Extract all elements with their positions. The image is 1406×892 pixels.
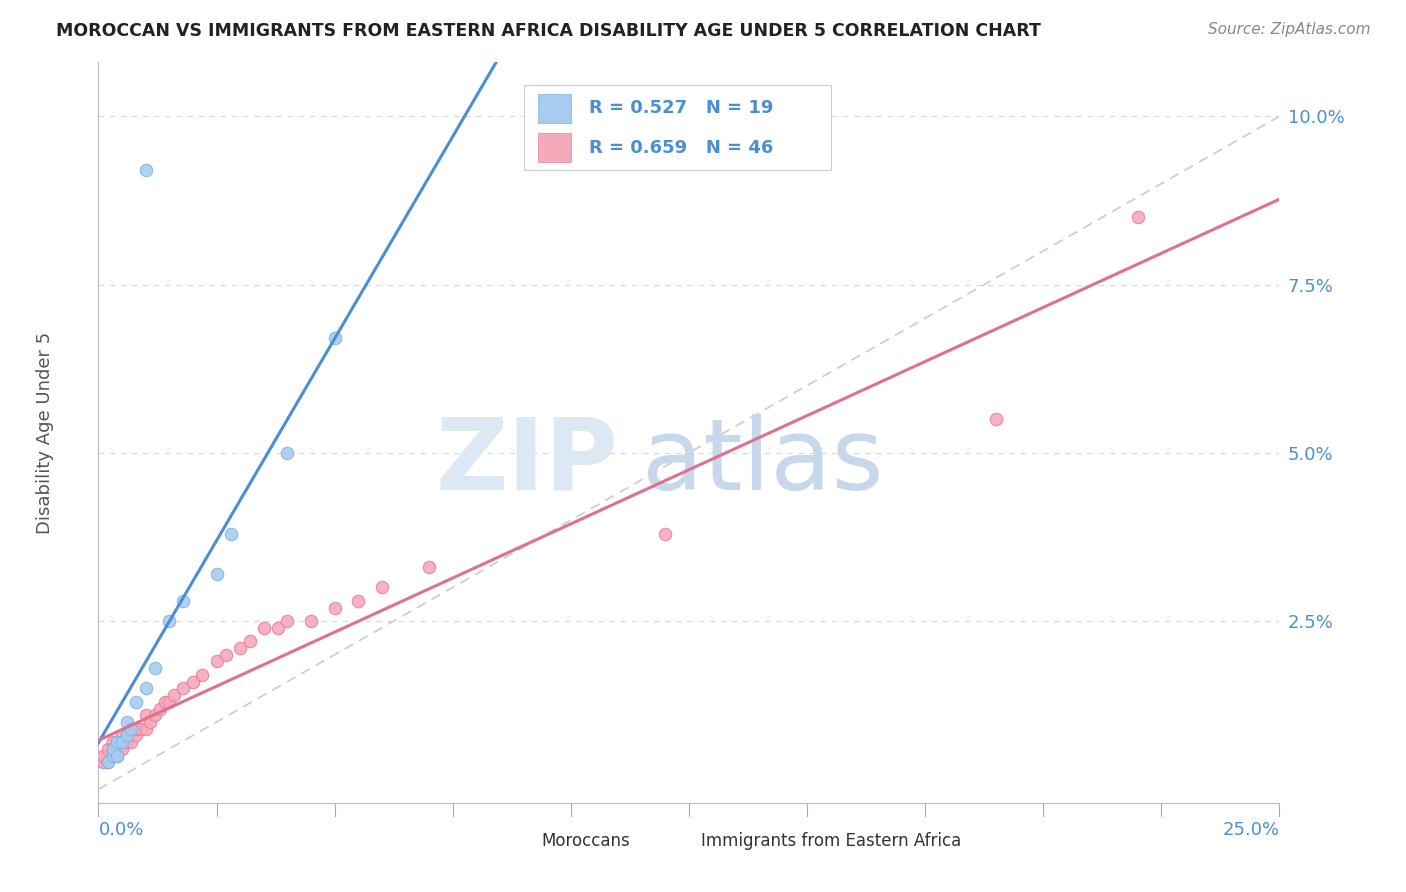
Point bbox=[125, 722, 148, 736]
Point bbox=[418, 560, 440, 574]
Point bbox=[105, 742, 128, 756]
Text: 25.0%: 25.0% bbox=[1222, 822, 1279, 839]
Point bbox=[111, 735, 134, 749]
Point bbox=[97, 742, 120, 756]
Point bbox=[267, 621, 290, 635]
Point bbox=[229, 640, 252, 655]
Bar bbox=[659, 830, 689, 853]
Point bbox=[157, 614, 180, 628]
Text: MOROCCAN VS IMMIGRANTS FROM EASTERN AFRICA DISABILITY AGE UNDER 5 CORRELATION CH: MOROCCAN VS IMMIGRANTS FROM EASTERN AFRI… bbox=[56, 22, 1040, 40]
Text: ZIP: ZIP bbox=[436, 414, 619, 511]
Point bbox=[153, 695, 176, 709]
Point bbox=[121, 735, 143, 749]
Text: 0.0%: 0.0% bbox=[98, 822, 143, 839]
Point bbox=[121, 722, 143, 736]
Text: Moroccans: Moroccans bbox=[541, 832, 630, 850]
Text: R = 0.659   N = 46: R = 0.659 N = 46 bbox=[589, 138, 773, 157]
Point bbox=[115, 729, 138, 743]
Point bbox=[181, 674, 204, 689]
Point bbox=[115, 735, 138, 749]
Point bbox=[1126, 211, 1149, 225]
Point bbox=[91, 748, 114, 763]
Point bbox=[984, 412, 1007, 426]
Point bbox=[299, 614, 322, 628]
Point bbox=[125, 729, 148, 743]
Point bbox=[276, 614, 298, 628]
Point bbox=[143, 661, 166, 675]
Point bbox=[219, 526, 242, 541]
Point bbox=[91, 756, 114, 770]
Point bbox=[101, 742, 124, 756]
Point bbox=[105, 735, 128, 749]
Point bbox=[135, 722, 157, 736]
Point bbox=[115, 729, 138, 743]
Point bbox=[97, 756, 120, 770]
Point bbox=[215, 648, 238, 662]
Point bbox=[323, 600, 346, 615]
Point bbox=[149, 701, 172, 715]
Point bbox=[97, 756, 120, 770]
Point bbox=[163, 688, 186, 702]
Bar bbox=[537, 94, 571, 123]
Point bbox=[205, 566, 228, 581]
Point bbox=[139, 714, 162, 729]
FancyBboxPatch shape bbox=[523, 85, 831, 169]
Point bbox=[125, 695, 148, 709]
Bar bbox=[537, 133, 571, 162]
Point bbox=[105, 748, 128, 763]
Point bbox=[135, 163, 157, 178]
Point bbox=[205, 655, 228, 669]
Point bbox=[172, 594, 194, 608]
Point bbox=[239, 634, 262, 648]
Point bbox=[323, 331, 346, 345]
Text: R = 0.527   N = 19: R = 0.527 N = 19 bbox=[589, 99, 773, 118]
Point bbox=[143, 708, 166, 723]
Point bbox=[111, 735, 134, 749]
Point bbox=[172, 681, 194, 696]
Point bbox=[253, 621, 276, 635]
Point bbox=[111, 729, 134, 743]
Point bbox=[135, 708, 157, 723]
Point bbox=[129, 722, 152, 736]
Point bbox=[157, 695, 180, 709]
Text: Source: ZipAtlas.com: Source: ZipAtlas.com bbox=[1208, 22, 1371, 37]
Point bbox=[105, 748, 128, 763]
Point bbox=[371, 581, 394, 595]
Point bbox=[105, 735, 128, 749]
Point bbox=[135, 681, 157, 696]
Text: Disability Age Under 5: Disability Age Under 5 bbox=[37, 332, 55, 533]
Point bbox=[101, 742, 124, 756]
Point bbox=[276, 446, 298, 460]
Bar bbox=[501, 830, 530, 853]
Point bbox=[347, 594, 370, 608]
Point bbox=[115, 714, 138, 729]
Point bbox=[101, 748, 124, 763]
Point bbox=[111, 742, 134, 756]
Point bbox=[121, 722, 143, 736]
Text: Immigrants from Eastern Africa: Immigrants from Eastern Africa bbox=[700, 832, 960, 850]
Text: atlas: atlas bbox=[641, 414, 883, 511]
Point bbox=[101, 735, 124, 749]
Point bbox=[101, 748, 124, 763]
Point bbox=[654, 526, 676, 541]
Point bbox=[191, 668, 214, 682]
